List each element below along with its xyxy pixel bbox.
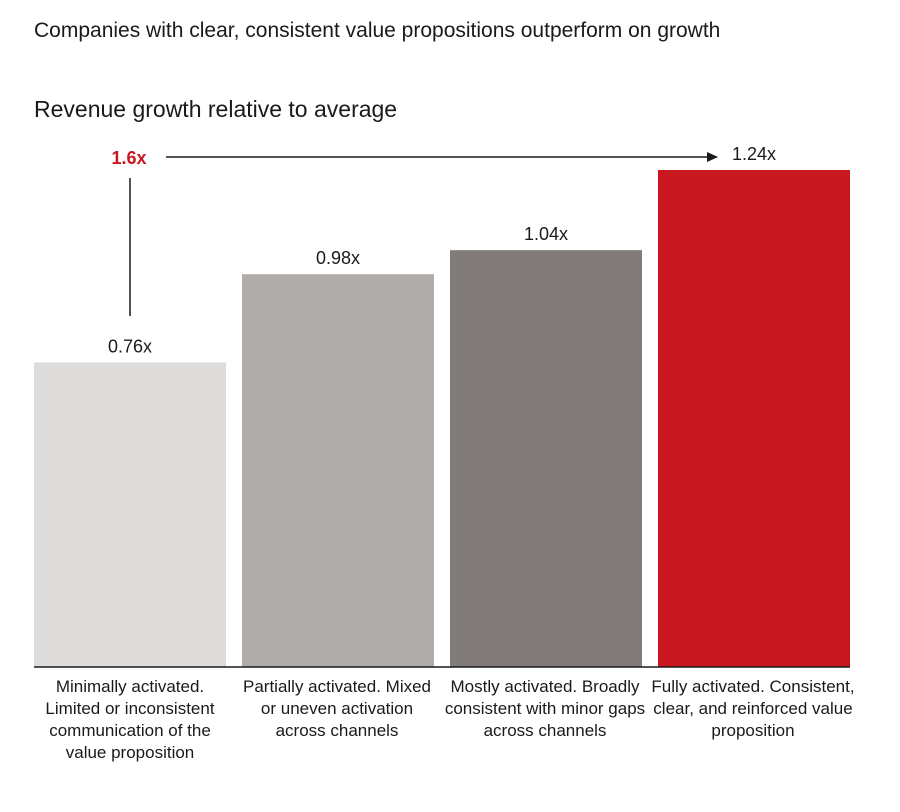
category-label-4: Fully activated. Consistent, clear, and …	[651, 677, 855, 740]
chart-subtitle: Revenue growth relative to average	[34, 96, 398, 122]
value-label-2: 0.98x	[316, 248, 360, 268]
bar-1	[34, 362, 226, 667]
value-label-4: 1.24x	[732, 144, 776, 164]
growth-annotation: 1.6x	[111, 148, 718, 316]
bar-2	[242, 274, 434, 667]
category-label-3: Mostly activated. Broadly consistent wit…	[444, 677, 646, 740]
category-label-2: Partially activated. Mixed or uneven act…	[242, 677, 432, 740]
value-label-3: 1.04x	[524, 224, 568, 244]
arrow-head-icon	[707, 152, 718, 162]
chart-title: Companies with clear, consistent value p…	[34, 19, 721, 42]
value-label-1: 0.76x	[108, 336, 152, 356]
category-label-1: Minimally activated. Limited or inconsis…	[45, 677, 215, 762]
bar-3	[450, 250, 642, 667]
multiplier-label: 1.6x	[111, 148, 146, 168]
bar-4	[658, 170, 850, 667]
